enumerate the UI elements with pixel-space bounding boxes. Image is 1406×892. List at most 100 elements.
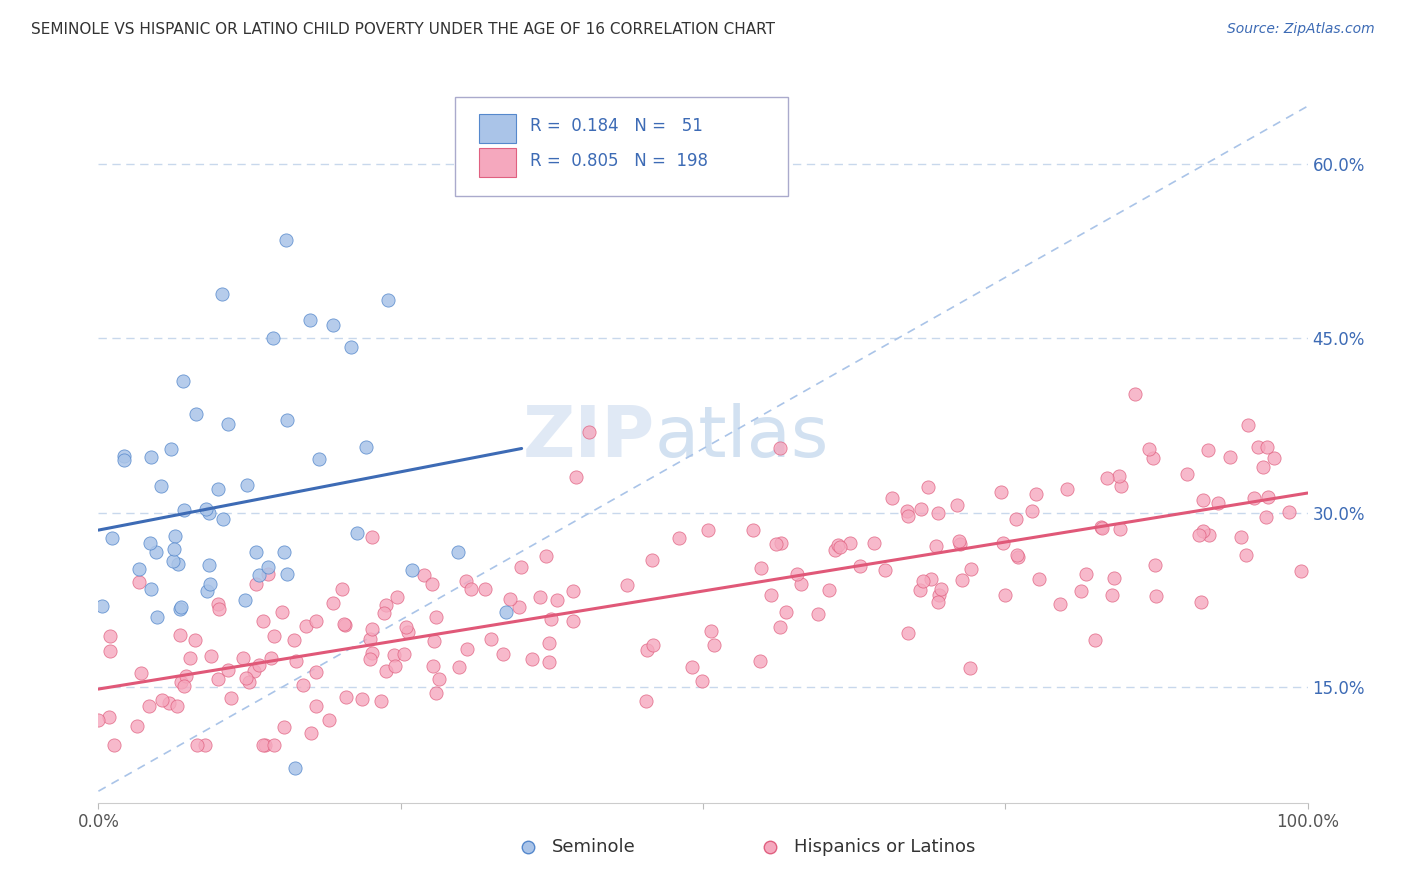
Point bbox=[1109, 479, 1132, 493]
Point bbox=[211, 286, 233, 301]
Point bbox=[217, 417, 239, 431]
Point bbox=[332, 616, 354, 631]
Point bbox=[322, 596, 344, 610]
Point bbox=[911, 574, 934, 589]
Point bbox=[1234, 548, 1257, 562]
Point bbox=[1095, 471, 1118, 485]
Point bbox=[641, 552, 664, 566]
Point bbox=[897, 508, 920, 523]
Point bbox=[98, 628, 121, 642]
Point bbox=[141, 450, 163, 464]
Point bbox=[946, 498, 969, 512]
Point bbox=[299, 726, 322, 740]
Point bbox=[207, 602, 229, 616]
Point bbox=[305, 665, 328, 679]
Point bbox=[929, 582, 952, 597]
Point bbox=[396, 625, 419, 640]
Point bbox=[1021, 504, 1043, 518]
Point bbox=[128, 562, 150, 576]
Point bbox=[166, 698, 188, 713]
Point bbox=[360, 530, 382, 544]
Point bbox=[322, 318, 344, 333]
Point bbox=[681, 659, 703, 673]
Point bbox=[616, 578, 638, 592]
Point bbox=[1256, 510, 1278, 524]
Point bbox=[184, 632, 207, 647]
Point bbox=[1143, 558, 1166, 572]
Point bbox=[420, 577, 443, 591]
Point bbox=[167, 557, 190, 571]
Point bbox=[1084, 633, 1107, 648]
Point bbox=[395, 620, 418, 634]
Point bbox=[751, 560, 773, 574]
Point bbox=[200, 649, 222, 664]
Point bbox=[359, 651, 381, 665]
Point bbox=[243, 664, 266, 678]
Point bbox=[276, 413, 298, 427]
Point bbox=[948, 534, 970, 549]
Point bbox=[305, 698, 328, 713]
Point bbox=[98, 644, 121, 658]
Point bbox=[169, 675, 191, 690]
Point bbox=[260, 650, 283, 665]
Point bbox=[1049, 597, 1071, 611]
Point bbox=[128, 575, 150, 590]
Point bbox=[233, 592, 256, 607]
Point bbox=[385, 590, 408, 604]
FancyBboxPatch shape bbox=[456, 97, 787, 195]
Point bbox=[252, 738, 274, 752]
Text: R =  0.805   N =  198: R = 0.805 N = 198 bbox=[530, 152, 709, 169]
Point bbox=[238, 675, 260, 690]
Point bbox=[370, 694, 392, 708]
Point bbox=[285, 654, 308, 668]
Text: Source: ZipAtlas.com: Source: ZipAtlas.com bbox=[1227, 22, 1375, 37]
Text: SEMINOLE VS HISPANIC OR LATINO CHILD POVERTY UNDER THE AGE OF 16 CORRELATION CHA: SEMINOLE VS HISPANIC OR LATINO CHILD POV… bbox=[31, 22, 775, 37]
Point bbox=[1256, 440, 1278, 454]
Point bbox=[917, 480, 939, 494]
Point bbox=[1137, 442, 1160, 456]
Point bbox=[495, 606, 517, 620]
Point bbox=[384, 658, 406, 673]
Point bbox=[350, 692, 373, 706]
Point bbox=[198, 558, 221, 573]
Point bbox=[276, 567, 298, 582]
Point bbox=[920, 573, 942, 587]
Point bbox=[790, 577, 813, 591]
Text: ZIP: ZIP bbox=[523, 402, 655, 472]
Point bbox=[263, 629, 285, 643]
Point bbox=[446, 544, 468, 558]
Point bbox=[413, 567, 436, 582]
Point bbox=[769, 536, 792, 550]
Point bbox=[668, 531, 690, 545]
Point bbox=[374, 599, 396, 613]
Point bbox=[207, 483, 229, 497]
Point bbox=[873, 563, 896, 577]
Point bbox=[849, 558, 872, 573]
Point bbox=[305, 614, 328, 628]
Point bbox=[479, 632, 502, 646]
Point bbox=[742, 524, 765, 538]
Point bbox=[374, 664, 396, 678]
Point bbox=[346, 526, 368, 541]
Point bbox=[927, 506, 949, 520]
Point bbox=[537, 655, 560, 669]
Point bbox=[1243, 491, 1265, 505]
Point bbox=[232, 650, 254, 665]
Point bbox=[146, 610, 169, 624]
Point bbox=[775, 605, 797, 619]
Point bbox=[257, 567, 280, 582]
Point bbox=[333, 618, 356, 632]
Point bbox=[276, 233, 298, 247]
Point bbox=[145, 545, 167, 559]
Point bbox=[160, 442, 183, 457]
Point bbox=[641, 638, 664, 652]
Point bbox=[950, 573, 973, 587]
Point bbox=[546, 593, 568, 607]
Point bbox=[125, 718, 148, 732]
Point bbox=[863, 536, 886, 550]
Point bbox=[423, 634, 446, 648]
Point bbox=[994, 588, 1017, 602]
Point bbox=[499, 591, 522, 606]
Point bbox=[910, 502, 932, 516]
Point bbox=[690, 673, 713, 688]
